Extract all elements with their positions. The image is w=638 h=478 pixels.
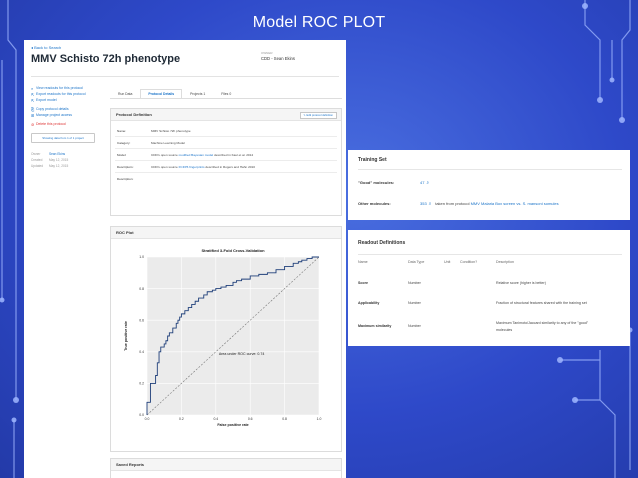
owner-label: OWNER xyxy=(261,51,273,55)
sidebar-item-view-readouts[interactable]: ⌕ View readouts for this protocol xyxy=(31,85,103,91)
definition-row-category: Category: Machine Learning Model xyxy=(115,137,337,149)
y-tick-label: 0.2 xyxy=(139,382,144,386)
export-icon: ⇱ xyxy=(31,97,35,103)
protocol-page: ◂ Back to Search MMV Schisto 72h phenoty… xyxy=(24,40,346,478)
x-tick-label: 0.2 xyxy=(179,417,184,421)
model-link[interactable]: modified Bayesian model xyxy=(178,152,214,157)
descriptors-link[interactable]: FCFP6 fingerprints xyxy=(178,164,205,169)
tab-projects[interactable]: Projects 1 xyxy=(190,92,206,96)
panel-title: Protocol Definition xyxy=(116,112,152,117)
training-row-other: Other molecules: 353 ⌕ taken from protoc… xyxy=(358,201,559,206)
panel-divider xyxy=(358,169,622,170)
search-icon[interactable]: ⌕ xyxy=(428,201,432,206)
panel-header: ROC Plot xyxy=(111,227,341,239)
random-classifier-line xyxy=(146,256,320,416)
table-row: Applicability Number Fraction of structu… xyxy=(358,301,587,305)
definition-row-descriptors: Descriptors: CDD's open source FCFP6 fing… xyxy=(115,161,337,173)
other-count-link[interactable]: 353 xyxy=(420,201,427,206)
sidebar-item-label: Copy protocol details xyxy=(36,107,69,111)
roc-chart: 0.0 0.2 0.4 0.6 0.8 1.0 0.0 0.2 0.4 0.6 0.8 1.0 Stra… xyxy=(124,248,322,427)
panel-title: ROC Plot xyxy=(116,230,134,235)
sidebar-item-label: Delete this protocol xyxy=(36,122,66,126)
y-tick-label: 0.0 xyxy=(139,413,144,417)
definition-row-description: Description: xyxy=(117,177,134,181)
sidebar-item-export-readouts[interactable]: ⇱ Export readouts for this protocol xyxy=(31,91,103,97)
y-tick-label: 0.4 xyxy=(139,350,144,354)
sidebar-item-delete-protocol[interactable]: ⊘ Delete this protocol xyxy=(31,121,103,127)
project-share-button[interactable]: Showing data from 1 of 1 project xyxy=(31,133,95,143)
readout-definitions-panel: Readout Definitions Name Data Type Unit … xyxy=(348,230,630,346)
header-divider xyxy=(31,76,339,77)
sidebar-item-label: Export model xyxy=(36,98,57,102)
roc-curve xyxy=(146,256,319,415)
readout-table-header: Name Data Type Unit Condition? Descripti… xyxy=(358,260,514,264)
delete-icon: ⊘ xyxy=(31,121,35,127)
export-icon: ⇱ xyxy=(31,91,35,97)
copy-icon: ⎘ xyxy=(31,106,35,112)
sidebar: ⌕ View readouts for this protocol ⇱ Export… xyxy=(31,85,103,169)
table-row: Score Number Relative score (higher is b… xyxy=(358,281,546,285)
y-tick-label: 1.0 xyxy=(139,255,144,259)
slide-title: Model ROC PLOT xyxy=(252,14,386,31)
x-tick-label: 1.0 xyxy=(317,417,322,421)
meta-created: Created May 12, 2015 xyxy=(31,158,69,162)
x-tick-label: 0.6 xyxy=(248,417,253,421)
x-tick-label: 0.0 xyxy=(145,417,150,421)
search-icon[interactable]: ⌕ xyxy=(426,180,429,185)
manage-icon: ⊞ xyxy=(31,112,35,118)
chart-title: Stratified 3-Fold Cross-Validation xyxy=(201,248,265,253)
tab-divider xyxy=(110,98,342,99)
x-tick-label: 0.4 xyxy=(213,417,218,421)
panel-header: Saved Reports xyxy=(111,459,341,471)
saved-reports-panel: Saved Reports xyxy=(110,458,342,478)
panel-title: Saved Reports xyxy=(116,462,145,467)
panel-header: Protocol Definition ✎ Edit protocol defi… xyxy=(111,109,341,121)
x-axis-label: False positive rate xyxy=(217,423,248,427)
sidebar-item-copy-protocol[interactable]: ⎘ Copy protocol details xyxy=(31,106,103,112)
roc-plot-panel: ROC Plot 0.0 0.2 0.4 0.6 0.8 1.0 0.0 0.2 0.4 0.6 0… xyxy=(110,226,342,452)
panel-title: Readout Definitions xyxy=(358,240,406,246)
y-axis-label: True positive rate xyxy=(124,321,128,351)
definition-row-name: Name: MMV Schisto 72h phenotype xyxy=(115,125,337,137)
training-row-good: "Good" molecules: 47 ⌕ xyxy=(358,180,429,185)
training-set-panel: Training Set "Good" molecules: 47 ⌕ Othe… xyxy=(348,150,630,220)
good-count-link[interactable]: 47 xyxy=(420,180,425,185)
meta-updated: Updated May 12, 2015 xyxy=(31,164,69,168)
table-row: Maximum similarity Number Maximum Tanimo… xyxy=(358,321,588,332)
definition-row-model: Model: CDD's open source modified Bayesia… xyxy=(115,149,337,161)
sidebar-item-label: View readouts for this protocol xyxy=(36,86,84,90)
search-icon: ⌕ xyxy=(31,85,34,91)
x-tick-label: 0.8 xyxy=(282,417,287,421)
owner-value: CDD - Sean Ekins xyxy=(261,56,295,61)
sidebar-item-label: Export readouts for this protocol xyxy=(36,92,86,96)
back-to-search-link[interactable]: ◂ Back to Search xyxy=(31,45,62,50)
panel-title: Training Set xyxy=(358,157,387,163)
auc-annotation: Area under ROC curve: 0.74 xyxy=(219,352,265,356)
tab-run-data[interactable]: Run Data xyxy=(118,92,133,96)
y-tick-label: 0.6 xyxy=(139,318,144,322)
page-title: MMV Schisto 72h phenotype xyxy=(31,53,181,65)
tab-files[interactable]: Files 0 xyxy=(221,92,232,96)
source-protocol-link[interactable]: MMV Malaria Box screen vs. S. mansoni so… xyxy=(470,201,559,206)
y-tick-label: 0.8 xyxy=(139,287,144,291)
protocol-definition-panel: Protocol Definition ✎ Edit protocol defi… xyxy=(110,108,342,216)
panel-divider xyxy=(358,254,622,255)
sidebar-item-manage-access[interactable]: ⊞ Manage project access xyxy=(31,112,103,118)
edit-definition-button[interactable]: ✎ Edit protocol definition xyxy=(299,111,337,119)
sidebar-item-label: Manage project access xyxy=(36,113,72,117)
meta-owner: Owner Sean Ekins xyxy=(31,152,66,156)
sidebar-item-export-model[interactable]: ⇱ Export model xyxy=(31,97,103,103)
